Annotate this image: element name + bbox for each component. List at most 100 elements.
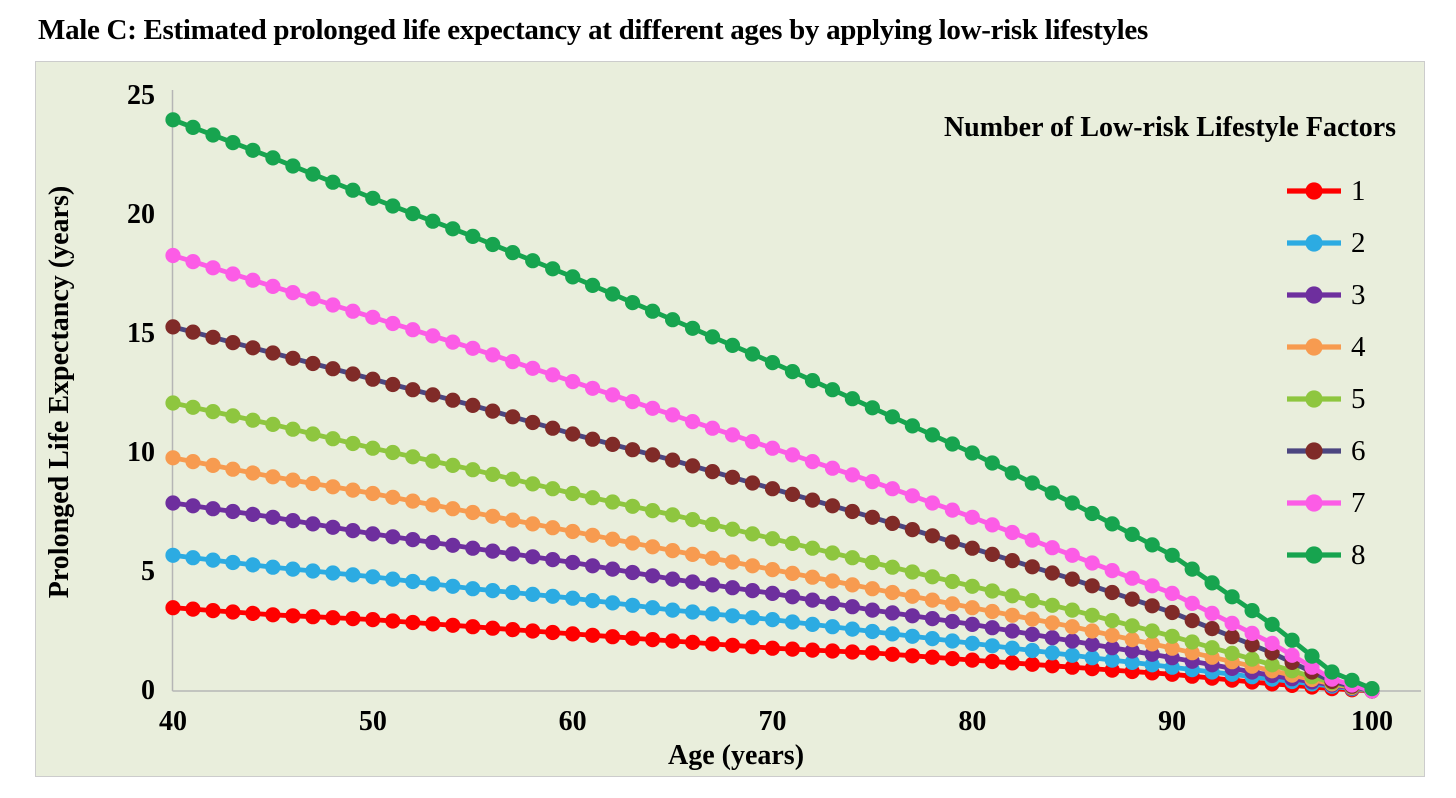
series-2-marker	[525, 586, 541, 603]
series-6-marker	[704, 464, 721, 480]
series-3-marker	[784, 589, 801, 605]
series-1-marker	[904, 648, 921, 664]
series-8-marker	[1324, 664, 1340, 680]
series-4-marker	[1044, 615, 1060, 631]
series-8-marker	[565, 269, 581, 285]
series-8-marker	[1104, 516, 1120, 532]
series-2-marker	[385, 571, 401, 587]
series-4-marker	[585, 527, 601, 543]
series-3-marker	[1044, 630, 1060, 646]
series-6-marker	[944, 534, 961, 550]
series-5-marker	[645, 503, 661, 519]
series-7-marker	[485, 347, 501, 363]
series-5-marker	[425, 453, 441, 469]
series-8-marker	[465, 228, 481, 244]
series-4-marker	[1084, 623, 1100, 639]
x-tick-label-50: 50	[358, 706, 387, 737]
series-5-marker	[924, 569, 941, 585]
series-3-marker	[665, 571, 681, 587]
series-8-marker	[245, 142, 261, 158]
series-7-marker	[744, 434, 761, 450]
series-5-marker	[1264, 657, 1280, 673]
legend-dot-6	[1305, 442, 1323, 460]
series-5-marker	[964, 578, 980, 594]
series-1-marker	[485, 620, 501, 636]
series-2-marker	[864, 623, 881, 640]
series-4-marker	[545, 520, 561, 536]
series-5-marker	[1164, 628, 1180, 644]
series-1-marker	[365, 612, 381, 628]
series-8-marker	[1164, 547, 1180, 563]
series-4-marker	[704, 550, 721, 566]
series-7-marker	[185, 254, 201, 270]
series-2-marker	[185, 550, 201, 566]
series-5-marker	[804, 540, 821, 556]
series-8-marker	[824, 382, 841, 398]
series-7-marker	[1244, 625, 1260, 642]
series-7-marker	[665, 407, 681, 423]
series-6-marker	[744, 475, 761, 491]
series-4-marker	[625, 535, 641, 551]
series-2-marker	[1084, 650, 1100, 666]
y-axis-title: Prolonged Life Expectancy (years)	[44, 185, 75, 599]
series-7-marker	[884, 481, 901, 497]
series-6-marker	[1084, 578, 1100, 594]
series-1-marker	[525, 623, 541, 639]
series-4-marker	[685, 546, 701, 563]
series-6-marker	[784, 486, 801, 502]
y-tick-label-10: 10	[127, 437, 155, 468]
series-3-marker	[545, 552, 561, 568]
series-1-marker	[345, 611, 361, 627]
legend-label-3: 3	[1351, 279, 1366, 311]
series-7-marker	[225, 266, 241, 282]
series-4-marker	[465, 504, 481, 521]
series-4-marker	[1184, 645, 1200, 661]
y-tick-label-0: 0	[141, 675, 155, 706]
series-5-marker	[1004, 588, 1020, 604]
series-2-marker	[245, 557, 261, 573]
series-7-marker	[1004, 524, 1020, 541]
series-6-marker	[545, 420, 561, 436]
series-8-marker	[285, 158, 301, 174]
series-7-marker	[565, 374, 581, 390]
series-7-marker	[285, 285, 301, 301]
series-6-marker	[1004, 553, 1020, 569]
series-8-marker	[804, 373, 821, 389]
legend-label-4: 4	[1351, 331, 1366, 363]
legend-label-5: 5	[1351, 383, 1366, 415]
series-5-marker	[1184, 634, 1200, 650]
series-4-marker	[405, 493, 421, 509]
legend-marker-1	[1287, 182, 1341, 200]
series-2-marker	[305, 563, 321, 579]
series-3-marker	[824, 595, 841, 612]
series-7-marker	[205, 260, 221, 276]
series-5-marker	[225, 408, 241, 424]
series-7-marker	[625, 394, 641, 410]
series-8-marker	[205, 127, 221, 143]
series-1-marker	[924, 649, 941, 665]
series-1-marker	[944, 651, 961, 667]
series-5-marker	[285, 421, 301, 437]
series-6-marker	[1224, 629, 1240, 645]
series-4-marker	[1004, 607, 1020, 623]
series-8-marker	[445, 221, 461, 237]
series-8-marker	[1364, 681, 1380, 697]
series-3-marker	[305, 516, 321, 532]
series-2-marker	[265, 559, 281, 575]
legend-dot-3	[1305, 286, 1323, 304]
series-8-marker	[485, 236, 501, 253]
series-3-marker	[165, 495, 181, 511]
series-3-marker	[345, 523, 361, 539]
series-4-marker	[305, 475, 321, 492]
series-1-marker	[445, 617, 461, 633]
series-1-marker	[665, 633, 681, 649]
legend-item-3: 3	[1286, 278, 1366, 312]
series-2-marker	[205, 552, 221, 568]
series-8-marker	[345, 182, 361, 198]
series-3-marker	[944, 613, 961, 630]
series-3-marker	[205, 501, 221, 517]
series-3-marker	[645, 568, 661, 584]
series-2-marker	[784, 614, 801, 630]
x-tick-label-70: 70	[758, 706, 787, 737]
series-6-marker	[665, 452, 681, 468]
